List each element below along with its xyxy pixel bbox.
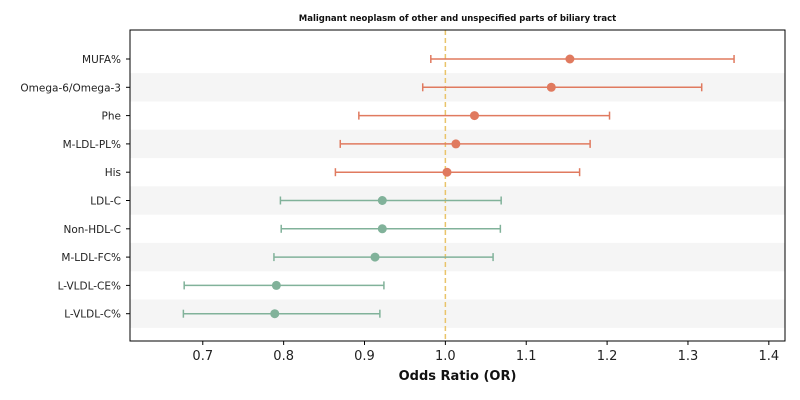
chart-title: Malignant neoplasm of other and unspecif… (299, 14, 616, 24)
y-tick-label: His (105, 167, 121, 179)
x-tick-label: 1.1 (516, 349, 537, 364)
point-estimate (565, 54, 575, 64)
point-estimate (377, 196, 387, 205)
x-tick-label: 0.9 (354, 349, 375, 364)
point-estimate (442, 167, 452, 177)
y-tick-label: Non-HDL-C (64, 224, 122, 236)
point-estimate (469, 111, 479, 121)
y-tick-label: Omega-6/Omega-3 (20, 82, 121, 94)
y-tick-label: L-VLDL-CE% (58, 280, 121, 292)
plot-frame (129, 29, 786, 342)
y-tick-label: M-LDL-FC% (61, 252, 121, 264)
x-tick-label: 1.3 (678, 349, 699, 364)
x-axis-ticks: 0.7 0.8 0.9 1.0 1.1 1.2 1.3 1.4 (192, 341, 779, 364)
point-estimate (370, 252, 380, 262)
y-axis-labels: MUFA% Omega-6/Omega-3 Phe M-LDL-PL% His LDL-C… (20, 54, 130, 321)
point-estimate (377, 224, 387, 234)
point-estimate (451, 139, 461, 149)
y-tick-label: MUFA% (82, 54, 121, 66)
axes (129, 29, 786, 342)
x-axis-label: Odds Ratio (OR) (399, 369, 517, 384)
y-tick-label: M-LDL-PL% (63, 139, 121, 151)
x-tick-label: 1.0 (435, 349, 456, 364)
point-estimate (546, 82, 556, 92)
y-tick-label: Phe (102, 111, 121, 123)
x-tick-label: 0.8 (273, 349, 294, 364)
x-tick-label: 0.7 (192, 349, 213, 364)
estimates (182, 54, 735, 319)
point-estimate (271, 280, 281, 290)
x-tick-label: 1.2 (597, 349, 618, 364)
x-tick-label: 1.4 (758, 349, 779, 364)
y-tick-label: L-VLDL-C% (64, 309, 121, 321)
y-tick-label: LDL-C (90, 196, 121, 208)
point-estimate (270, 309, 280, 319)
